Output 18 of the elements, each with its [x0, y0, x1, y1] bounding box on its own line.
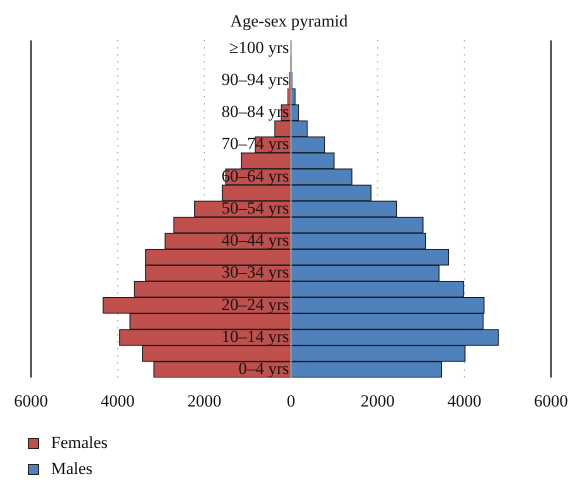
x-tick-label: 4000 [100, 391, 135, 410]
legend-label: Females [51, 433, 108, 453]
x-tick-label: 6000 [14, 391, 48, 410]
chart-title: Age-sex pyramid [230, 12, 348, 31]
x-tick-label: 2000 [360, 391, 395, 410]
legend-label: Males [51, 459, 93, 479]
x-tick-label: 0 [286, 391, 296, 410]
y-tick-label: 90–94 yrs [221, 70, 289, 90]
y-tick-label: 30–34 yrs [221, 262, 289, 282]
y-tick-label: ≥100 yrs [229, 38, 289, 57]
y-tick-label: 0–4 yrs [238, 359, 289, 378]
x-tick-label: 4000 [447, 391, 482, 410]
x-tick-label: 6000 [534, 391, 568, 410]
y-tick-label: 40–44 yrs [221, 230, 289, 250]
y-tick-label: 50–54 yrs [221, 198, 289, 218]
y-tick-label: 10–14 yrs [221, 326, 289, 346]
y-tick-label: 20–24 yrs [221, 294, 289, 314]
x-tick-label: 2000 [187, 391, 222, 410]
